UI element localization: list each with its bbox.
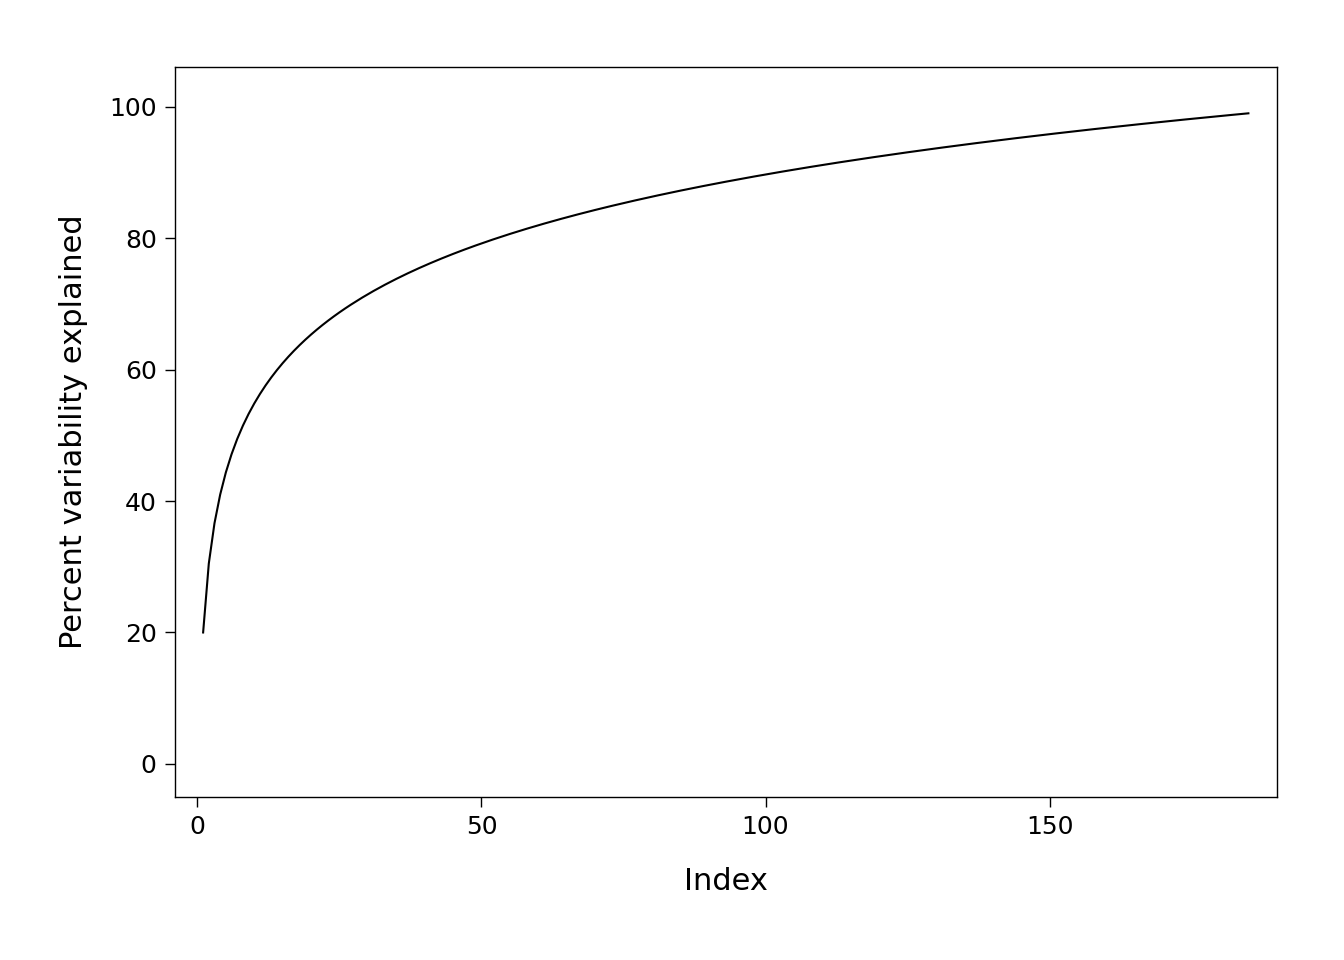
Y-axis label: Percent variability explained: Percent variability explained [59,215,89,649]
X-axis label: Index: Index [684,867,767,896]
